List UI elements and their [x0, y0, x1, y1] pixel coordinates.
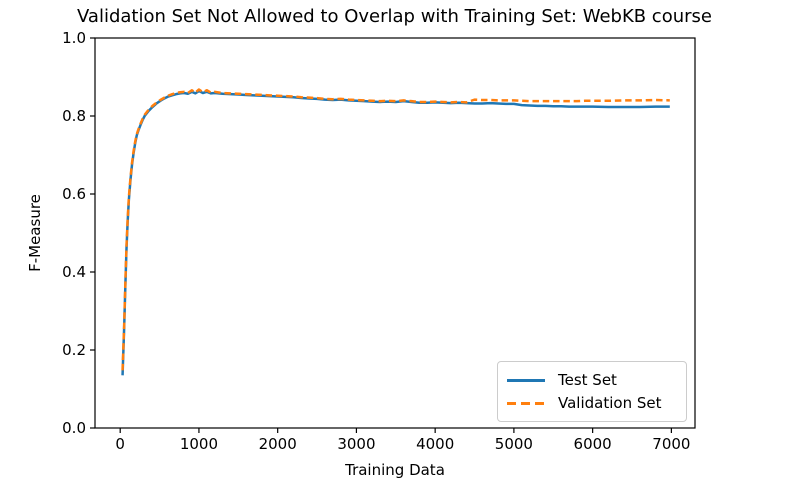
x-tick-label: 1000	[180, 435, 218, 453]
series-line-test-set	[121, 89, 670, 376]
y-tick-label: 1.0	[62, 29, 86, 47]
series-line-validation-set	[121, 88, 670, 371]
legend-item-test-set: Test Set	[507, 371, 677, 389]
y-tick-label: 0.0	[62, 419, 86, 437]
legend-label-test-set: Test Set	[558, 371, 617, 389]
x-axis-label: Training Data	[345, 461, 445, 479]
y-tick-label: 0.2	[62, 341, 86, 359]
x-tick-label: 6000	[574, 435, 612, 453]
x-tick-label: 2000	[259, 435, 297, 453]
x-tick-label: 5000	[495, 435, 533, 453]
y-tick-label: 0.4	[62, 263, 86, 281]
x-tick-label: 4000	[416, 435, 454, 453]
legend: Test Set Validation Set	[497, 361, 687, 422]
x-tick-label: 3000	[337, 435, 375, 453]
test-set-line-sample-icon	[507, 378, 545, 382]
legend-label-validation-set: Validation Set	[558, 394, 662, 412]
chart-title: Validation Set Not Allowed to Overlap wi…	[77, 6, 712, 27]
y-tick-label: 0.6	[62, 185, 86, 203]
validation-set-line-sample-icon	[507, 401, 545, 405]
y-tick-label: 0.8	[62, 107, 86, 125]
x-tick-label: 7000	[652, 435, 690, 453]
x-tick-label: 0	[115, 435, 125, 453]
plot-border	[94, 37, 696, 429]
legend-item-validation-set: Validation Set	[507, 394, 677, 412]
